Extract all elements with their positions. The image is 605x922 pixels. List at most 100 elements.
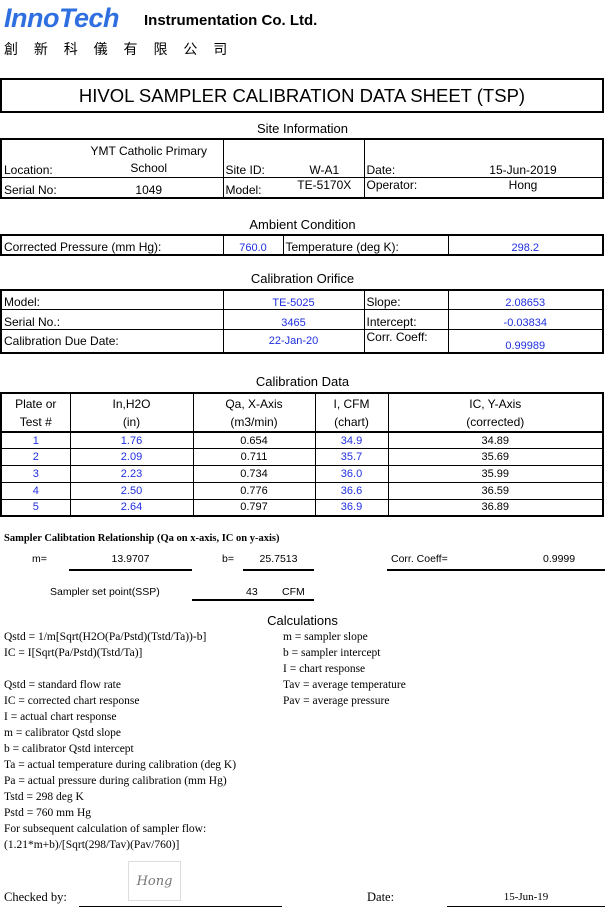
formula-line: I = actual chart response: [4, 711, 117, 723]
table-cell: 36.6: [314, 481, 389, 500]
table-row: 1 1.76 0.654 34.9 34.89: [0, 431, 604, 450]
due-date-value: 22-Jan-20: [222, 328, 365, 354]
pressure-value: 760.0: [222, 234, 284, 256]
corr-coeff-label: Corr. Coeff:: [363, 328, 449, 354]
formula-line: I = chart response: [283, 663, 366, 675]
checked-date-value: 15-Jun-19: [503, 891, 549, 903]
company-name: Instrumentation Co. Ltd.: [144, 12, 318, 29]
column-header: IC, Y-Axis (corrected): [387, 392, 604, 433]
serial-value: 1049: [75, 176, 224, 199]
relationship-heading: Sampler Calibtation Relationship (Qa on …: [4, 533, 280, 544]
table-cell: 36.59: [387, 481, 604, 500]
formula-line: b = calibrator Qstd intercept: [4, 743, 134, 755]
company-chinese-name: 創 新 科 儀 有 限 公 司: [4, 41, 234, 57]
calculations-heading: Calculations: [267, 613, 338, 628]
table-cell: 2.23: [69, 465, 194, 483]
site-id-value: W-A1: [285, 138, 365, 178]
formula-line: m = calibrator Qstd slope: [4, 727, 121, 739]
column-header: Qa, X-Axis (m3/min): [192, 392, 316, 433]
formula-line: Tstd = 298 deg K: [4, 791, 84, 803]
table-cell: 34.89: [387, 431, 604, 450]
m-label: m=: [32, 553, 47, 565]
orifice-model-label: Model:: [0, 289, 224, 310]
table-cell: 0.734: [192, 465, 316, 483]
b-value: 25.7513: [259, 553, 298, 565]
formula-line: m = sampler slope: [283, 631, 368, 643]
model-value: TE-5170X: [285, 176, 365, 199]
table-cell: 0.711: [192, 448, 316, 467]
formula-line: For subsequent calculation of sampler fl…: [4, 823, 207, 835]
table-cell: 2.09: [69, 448, 194, 467]
intercept-label: Intercept:: [363, 308, 449, 330]
slope-label: Slope:: [363, 289, 449, 310]
page-title: HIVOL SAMPLER CALIBRATION DATA SHEET (TS…: [0, 78, 604, 113]
formula-line: Pstd = 760 mm Hg: [4, 807, 91, 819]
intercept-value: -0.03834: [447, 308, 604, 330]
table-cell: 34.9: [314, 431, 389, 450]
table-cell: 0.654: [192, 431, 316, 450]
company-logo: InnoTech: [4, 3, 120, 33]
column-header: In,H2O (in): [69, 392, 194, 433]
table-row: 3 2.23 0.734 36.0 35.99: [0, 465, 604, 483]
site-table: Location: YMT Catholic Primary School Si…: [0, 138, 604, 199]
calibration-heading: Calibration Data: [255, 374, 350, 389]
site-heading: Site Information: [256, 121, 349, 136]
temperature-label: Temperature (deg K):: [282, 234, 449, 256]
temperature-value: 298.2: [447, 234, 604, 256]
signature-image: Hong: [128, 861, 181, 901]
ambient-table: Corrected Pressure (mm Hg): 760.0 Temper…: [0, 234, 604, 256]
corr-coeff-value: 0.99989: [447, 328, 604, 354]
table-row: 2 2.09 0.711 35.7 35.69: [0, 448, 604, 467]
date-label: Date:: [367, 890, 395, 904]
table-cell: 36.0: [314, 465, 389, 483]
serial-label: Serial No:: [0, 176, 75, 199]
table-row: 5 2.64 0.797 36.9 36.89: [0, 498, 604, 517]
calibration-header-row: Plate or Test # In,H2O (in) Qa, X-Axis (m3/…: [0, 392, 604, 433]
table-cell: 2.64: [69, 498, 194, 517]
table-cell: 2.50: [69, 481, 194, 500]
ssp-label: Sampler set point(SSP): [50, 586, 160, 598]
date-label: Date:: [363, 138, 444, 178]
m-value: 13.9707: [111, 553, 150, 565]
site-id-label: Site ID:: [222, 138, 285, 178]
formula-line: Ta = actual temperature during calibrati…: [4, 759, 237, 771]
column-header: Plate or Test #: [0, 392, 71, 433]
formula-line: IC = corrected chart response: [4, 695, 140, 707]
table-row: 4 2.50 0.776 36.6 36.59: [0, 481, 604, 500]
column-header: I, CFM (chart): [314, 392, 389, 433]
table-cell: 35.99: [387, 465, 604, 483]
calculations-definitions: Qstd = 1/m[Sqrt(H2O(Pa/Pstd)(Tstd/Ta))-b…: [4, 629, 236, 853]
orifice-heading: Calibration Orifice: [250, 271, 355, 286]
operator-value: Hong: [444, 176, 604, 199]
table-cell: 3: [0, 465, 71, 483]
corr-label: Corr. Coeff=: [391, 553, 448, 565]
location-label: Location:: [0, 138, 75, 178]
due-date-label: Calibration Due Date:: [0, 328, 224, 354]
orifice-serial-value: 3465: [222, 308, 365, 330]
table-cell: 1.76: [69, 431, 194, 450]
formula-line: b = sampler intercept: [283, 647, 381, 659]
date-value: 15-Jun-2019: [444, 138, 604, 178]
table-cell: 5: [0, 498, 71, 517]
checked-by-label: Checked by:: [4, 890, 67, 904]
model-label: Model:: [222, 176, 285, 199]
formula-line: (1.21*m+b)/[Sqrt(298/Tav)(Pav/760)]: [4, 839, 180, 851]
pressure-label: Corrected Pressure (mm Hg):: [0, 234, 224, 256]
ssp-unit: CFM: [282, 586, 305, 598]
orifice-serial-label: Serial No.:: [0, 308, 224, 330]
table-cell: 0.797: [192, 498, 316, 517]
calculations-legend: m = sampler slope b = sampler intercept I …: [283, 629, 406, 709]
formula-line: [4, 661, 236, 677]
table-cell: 35.69: [387, 448, 604, 467]
table-cell: 2: [0, 448, 71, 467]
formula-line: IC = I[Sqrt(Pa/Pstd)(Tstd/Ta)]: [4, 647, 143, 659]
corr-value: 0.9999: [543, 553, 576, 565]
formula-line: Pav = average pressure: [283, 695, 390, 707]
ambient-heading: Ambient Condition: [249, 217, 356, 232]
table-cell: 36.89: [387, 498, 604, 517]
location-value: YMT Catholic Primary School: [75, 138, 224, 178]
orifice-table: Model: TE-5025 Slope: 2.08653 Serial No.…: [0, 289, 604, 354]
table-cell: 0.776: [192, 481, 316, 500]
formula-line: Qstd = 1/m[Sqrt(H2O(Pa/Pstd)(Tstd/Ta))-b…: [4, 631, 207, 643]
b-label: b=: [222, 553, 234, 565]
